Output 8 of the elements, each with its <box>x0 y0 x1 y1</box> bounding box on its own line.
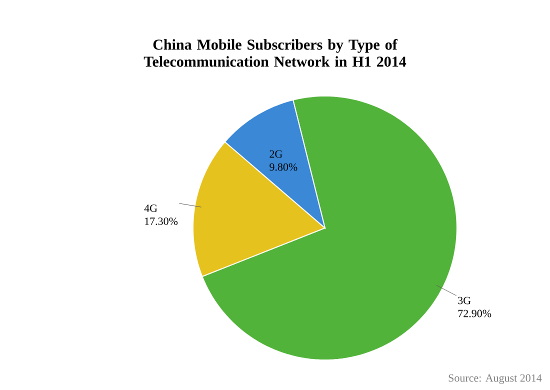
slice-label: 2G <box>270 150 282 158</box>
data-label: 9.80% <box>270 163 298 171</box>
data-label: 17.30% <box>145 218 178 226</box>
data-label: 72.90% <box>458 310 492 318</box>
slice-label: 3G <box>458 296 471 304</box>
chart-title: China Mobile Subscribers by Type of Telecommunication Network in H1 2014 <box>144 39 406 67</box>
source-note: Source: August 2014 <box>448 374 542 384</box>
slice-label: 4G <box>144 204 158 212</box>
